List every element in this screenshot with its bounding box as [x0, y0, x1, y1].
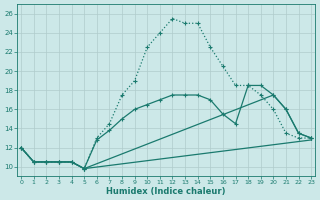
X-axis label: Humidex (Indice chaleur): Humidex (Indice chaleur)	[107, 187, 226, 196]
